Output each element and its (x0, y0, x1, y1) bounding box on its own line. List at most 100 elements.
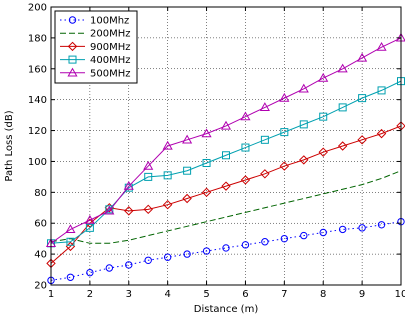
legend: 100Mhz 200MHz 900MHz 400MHz 500MHz (54, 10, 138, 84)
marker-square (222, 151, 230, 160)
marker-square (319, 112, 328, 121)
marker-triangle (123, 180, 134, 190)
marker-diamond (299, 155, 309, 165)
y-tick-label: 160 (28, 64, 47, 75)
marker-circle (105, 264, 114, 272)
series-1 (50, 170, 402, 244)
x-tick-label: 6 (242, 289, 248, 300)
series-3 (47, 77, 405, 248)
legend-label: 900MHz (90, 42, 130, 53)
marker-square (280, 128, 289, 137)
series-2 (46, 121, 405, 269)
marker-triangle (240, 111, 251, 121)
y-tick-label: 20 (34, 281, 47, 292)
y-axis-label: Path Loss (dB) (4, 110, 15, 181)
marker-square (377, 86, 386, 95)
marker-square (358, 94, 367, 103)
y-tick-label: 200 (28, 3, 47, 14)
legend-item: 900MHz (60, 41, 130, 53)
plot-frame (50, 6, 402, 286)
marker-square (183, 166, 192, 175)
marker-circle (86, 268, 94, 277)
marker-circle (163, 253, 172, 261)
marker-triangle (318, 72, 329, 82)
marker-diamond (376, 128, 387, 139)
series-0 (47, 217, 405, 285)
y-tick-label: 60 (34, 219, 47, 230)
marker-circle (222, 244, 230, 252)
marker-triangle (104, 205, 115, 215)
marker-diamond (318, 147, 328, 157)
legend-item: 500MHz (60, 67, 130, 79)
x-tick-label: 4 (164, 289, 170, 300)
series-line (50, 170, 402, 244)
marker-circle (68, 16, 77, 24)
x-tick-label: 8 (320, 289, 326, 300)
marker-circle (300, 231, 308, 240)
marker-diamond (162, 199, 173, 210)
marker-circle (183, 250, 191, 258)
marker-diamond (143, 204, 153, 215)
marker-square (144, 172, 153, 181)
marker-square (68, 55, 77, 64)
marker-circle (125, 261, 133, 269)
marker-triangle (279, 92, 290, 102)
x-tick-label: 1 (48, 289, 54, 300)
marker-circle (358, 224, 366, 232)
legend-label: 400MHz (90, 55, 130, 66)
marker-triangle (201, 128, 212, 138)
x-tick-label: 2 (87, 289, 93, 300)
marker-circle (66, 273, 75, 281)
marker-triangle (67, 67, 78, 77)
marker-triangle (357, 52, 368, 62)
marker-circle (241, 241, 250, 249)
legend-item: 200MHz (60, 29, 130, 40)
marker-diamond (201, 187, 212, 198)
legend-item: 400MHz (60, 55, 130, 66)
marker-triangle (143, 160, 154, 170)
x-tick-label: 9 (359, 289, 365, 300)
legend-label: 100Mhz (90, 16, 129, 27)
marker-circle (261, 238, 269, 246)
marker-diamond (221, 181, 231, 191)
marker-square (85, 223, 94, 232)
marker-square (241, 143, 250, 152)
marker-triangle (298, 83, 309, 93)
marker-square (163, 171, 172, 180)
marker-diamond (67, 41, 78, 52)
marker-triangle (259, 102, 270, 112)
marker-diamond (124, 206, 134, 216)
marker-circle (144, 256, 152, 264)
marker-triangle (65, 224, 76, 234)
legend-label: 500MHz (90, 68, 130, 79)
marker-triangle (162, 140, 173, 150)
legend-item: 100Mhz (60, 16, 129, 27)
marker-diamond (337, 141, 348, 151)
axis-ticks: 1 2 3 4 5 6 7 8 9 10 20 40 60 80 100 120 140 160 180 200 (28, 3, 405, 301)
series-group (45, 32, 405, 285)
series-line (50, 37, 402, 244)
y-tick-label: 140 (28, 95, 47, 106)
series-line (50, 221, 402, 281)
x-tick-label: 10 (395, 289, 405, 300)
marker-square (66, 237, 75, 246)
y-tick-label: 80 (34, 188, 47, 199)
series-line (50, 125, 402, 264)
y-tick-label: 180 (28, 33, 47, 44)
marker-diamond (357, 135, 367, 145)
marker-square (299, 120, 308, 129)
y-tick-label: 120 (28, 126, 47, 137)
marker-diamond (260, 169, 270, 179)
x-tick-label: 3 (126, 289, 132, 300)
marker-circle (280, 234, 289, 243)
marker-square (202, 158, 211, 167)
marker-circle (377, 221, 386, 229)
x-tick-label: 5 (203, 289, 209, 300)
marker-diamond (279, 161, 290, 171)
marker-diamond (182, 193, 192, 204)
marker-circle (202, 247, 211, 255)
marker-square (260, 135, 269, 144)
marker-triangle (376, 41, 387, 51)
